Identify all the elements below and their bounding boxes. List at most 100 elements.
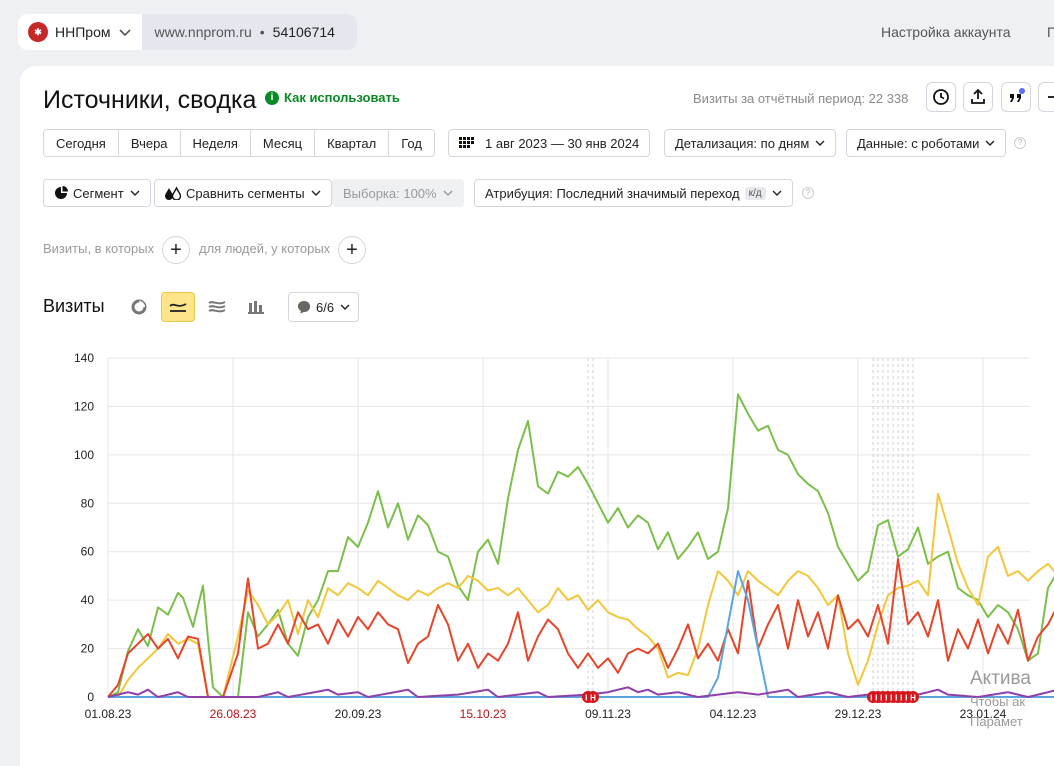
series-line-0 xyxy=(107,393,1054,698)
line-view-button[interactable] xyxy=(161,292,195,322)
x-tick-label: 04.12.23 xyxy=(710,707,757,721)
series-line-3 xyxy=(108,570,1054,698)
chevron-down-icon xyxy=(119,29,132,37)
help-icon[interactable]: ? xyxy=(1014,137,1026,149)
help-icon[interactable]: ? xyxy=(802,187,814,199)
chevron-down-icon xyxy=(772,190,782,196)
line-chart-icon xyxy=(169,303,187,312)
export-button[interactable] xyxy=(963,82,993,112)
chevron-down-icon xyxy=(985,140,995,146)
y-tick-label: 80 xyxy=(81,496,95,510)
x-tick-label: 20.09.23 xyxy=(335,707,382,721)
chevron-down-icon xyxy=(815,140,825,146)
area-view-button[interactable] xyxy=(200,292,234,322)
activation-watermark-line1: Актива xyxy=(970,668,1031,689)
plus-icon: + xyxy=(346,239,358,261)
x-tick-label: 01.08.23 xyxy=(85,707,132,721)
pie-segment-icon xyxy=(55,186,68,199)
x-tick-label: 26.08.23 xyxy=(210,707,257,721)
site-selector[interactable]: ✱ ННПром www.nnprom.ru • 54106714 xyxy=(18,14,357,50)
chart-series xyxy=(107,393,1054,698)
visits-line-chart: 0 20 40 60 80 100 120 140 01.08.23 26.08.23 20.09… xyxy=(74,351,1054,721)
separator-dot: • xyxy=(259,24,265,40)
holiday-marker xyxy=(907,691,919,703)
drops-icon xyxy=(165,186,181,200)
visits-total: Визиты за отчётный период: 22 338 xyxy=(693,91,909,106)
detail-dropdown[interactable]: Детализация: по дням xyxy=(664,129,837,157)
compare-segments-button[interactable]: Сравнить сегменты xyxy=(154,179,332,207)
y-tick-label: 40 xyxy=(81,593,95,607)
page-title: Источники, сводка xyxy=(43,86,257,114)
holiday-marker-label: Н xyxy=(590,694,596,703)
top-bar: ✱ ННПром www.nnprom.ru • 54106714 Настро… xyxy=(0,0,1054,66)
series-selector[interactable]: 6/6 xyxy=(288,292,360,322)
period-month[interactable]: Месяц xyxy=(250,130,316,156)
y-tick-label: 120 xyxy=(74,399,94,413)
y-tick-label: 60 xyxy=(81,545,95,559)
period-today[interactable]: Сегодня xyxy=(44,130,119,156)
collapse-button[interactable] xyxy=(1038,82,1054,112)
chart-grid xyxy=(107,357,1030,698)
period-yesterday[interactable]: Вчера xyxy=(118,130,181,156)
period-week[interactable]: Неделя xyxy=(180,130,251,156)
activation-watermark-line3: Парамет xyxy=(970,714,1023,729)
chevron-down-icon xyxy=(340,304,350,310)
site-name-dropdown[interactable]: ✱ ННПром xyxy=(18,14,143,50)
counter-info[interactable]: www.nnprom.ru • 54106714 xyxy=(142,14,357,50)
chevron-down-icon xyxy=(311,190,321,196)
series-line-1 xyxy=(108,492,1054,698)
minus-icon xyxy=(1048,96,1054,98)
history-button[interactable] xyxy=(926,82,956,112)
compare-label: Сравнить сегменты xyxy=(186,185,305,201)
quote-icon xyxy=(1010,88,1025,102)
data-mode-dropdown[interactable]: Данные: с роботами xyxy=(846,129,1007,157)
add-people-filter-button[interactable]: + xyxy=(338,236,366,264)
calendar-icon xyxy=(459,137,474,148)
counter-id: 54106714 xyxy=(272,24,335,40)
period-year[interactable]: Год xyxy=(389,130,434,156)
series-line-4 xyxy=(107,686,1054,698)
how-to-use-label: Как использовать xyxy=(284,90,400,105)
attribution-badge: к/д xyxy=(744,186,766,200)
upload-icon xyxy=(971,88,985,104)
date-range-button[interactable]: 1 авг 2023 — 30 янв 2024 xyxy=(448,129,651,157)
chevron-down-icon xyxy=(130,190,140,196)
info-icon: i xyxy=(265,90,279,105)
y-tick-label: 20 xyxy=(81,642,95,656)
people-filter-label: для людей, у которых xyxy=(199,241,331,256)
holiday-markers: ННННННННННН xyxy=(582,691,919,703)
how-to-use-link[interactable]: i Как использовать xyxy=(265,90,400,105)
period-selector: Сегодня Вчера Неделя Месяц Квартал Год xyxy=(43,129,435,157)
notes-button[interactable] xyxy=(1001,82,1031,112)
y-axis: 0 20 40 60 80 100 120 140 xyxy=(74,351,94,704)
pie-chart-icon xyxy=(131,299,147,315)
visits-filter-label: Визиты, в которых xyxy=(43,241,155,256)
holiday-marker-label: Н xyxy=(910,694,916,703)
y-tick-label: 0 xyxy=(87,690,94,704)
site-logo-icon: ✱ xyxy=(28,22,48,42)
segment-label: Сегмент xyxy=(73,185,124,201)
bar-view-button[interactable] xyxy=(239,292,273,322)
detail-label: Детализация: по дням xyxy=(675,135,810,151)
segment-button[interactable]: Сегмент xyxy=(43,179,151,207)
holiday-lines xyxy=(587,358,914,697)
account-settings-link[interactable]: Настройка аккаунта xyxy=(881,24,1011,40)
report-card: Источники, сводка i Как использовать Виз… xyxy=(20,66,1054,766)
sampling-dropdown[interactable]: Выборка: 100% xyxy=(332,179,464,207)
site-url: www.nnprom.ru xyxy=(154,24,252,40)
header-more-link[interactable]: П xyxy=(1047,24,1054,40)
x-tick-label: 15.10.23 xyxy=(460,707,507,721)
x-tick-label: 29.12.23 xyxy=(835,707,882,721)
clock-icon xyxy=(933,89,949,105)
holiday-marker xyxy=(587,691,599,703)
bar-chart-icon xyxy=(248,301,264,314)
sampling-label: Выборка: 100% xyxy=(343,185,437,201)
attribution-dropdown[interactable]: Атрибуция: Последний значимый переход к/… xyxy=(474,179,793,207)
pie-view-button[interactable] xyxy=(122,292,156,322)
period-quarter[interactable]: Квартал xyxy=(315,130,390,156)
speech-bubble-icon xyxy=(298,301,310,314)
x-axis: 01.08.23 26.08.23 20.09.23 15.10.23 09.11.23… xyxy=(85,707,1007,721)
x-tick-label: 09.11.23 xyxy=(585,707,631,721)
add-visit-filter-button[interactable]: + xyxy=(162,236,190,264)
date-range-label: 1 авг 2023 — 30 янв 2024 xyxy=(485,135,640,151)
